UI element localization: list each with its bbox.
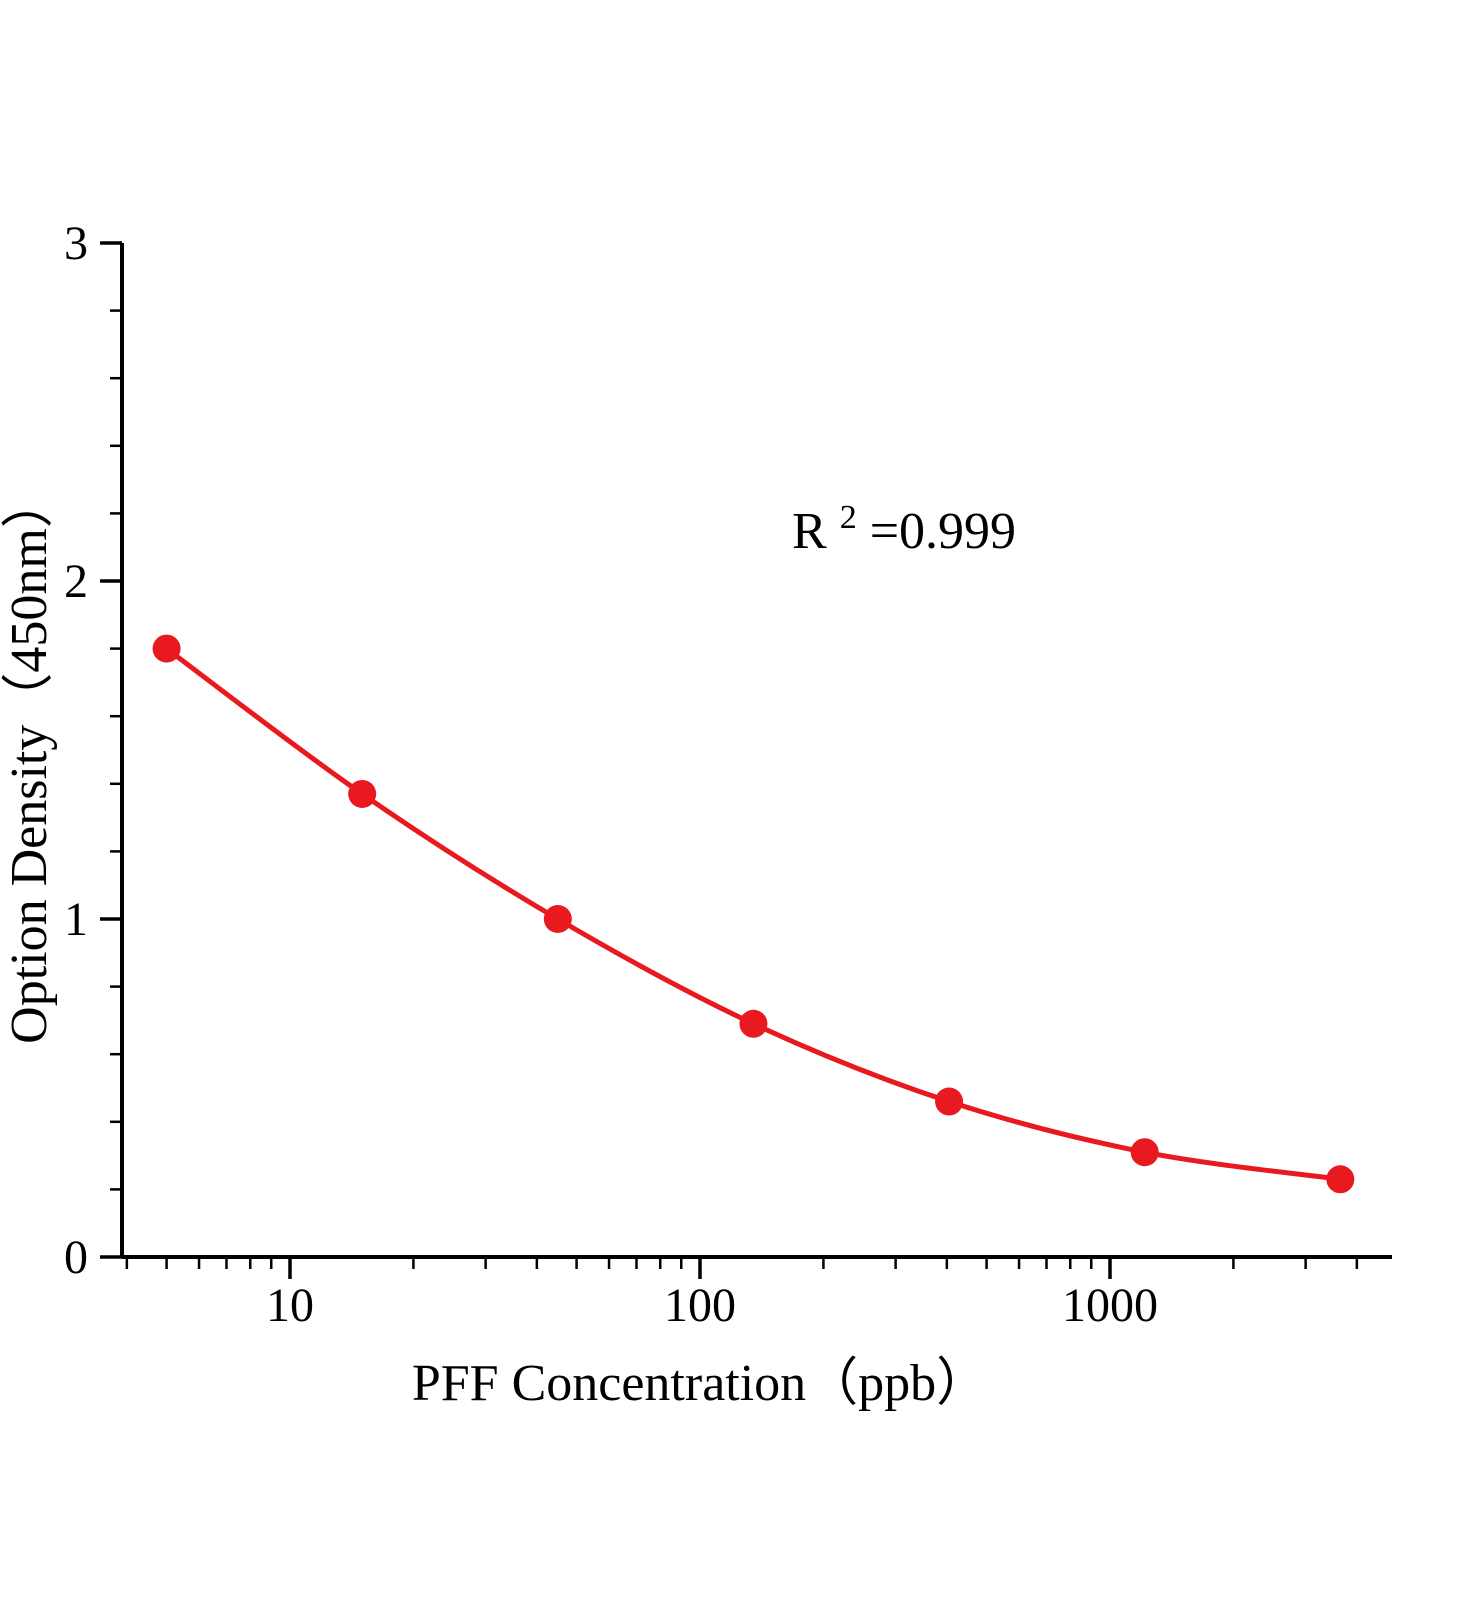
annotation-base: R <box>792 503 827 560</box>
data-point-marker <box>1326 1165 1355 1194</box>
y-tick-label: 1 <box>64 893 88 946</box>
axes-layer: 10 100 1000 0 1 2 3 <box>64 217 1392 1332</box>
data-point-marker <box>739 1009 768 1038</box>
data-point-marker <box>152 634 181 663</box>
standard-curve-line <box>165 646 1341 1182</box>
x-tick-label: 10 <box>266 1279 314 1332</box>
r-squared-annotation: R 2 =0.999 <box>792 483 1016 560</box>
data-point-marker <box>1130 1138 1159 1167</box>
y-tick-label: 0 <box>64 1231 88 1284</box>
data-point-marker <box>348 779 377 808</box>
y-axis-title: Option Density（450nm） <box>1 476 58 1044</box>
x-tick-label: 100 <box>664 1279 736 1332</box>
y-tick-label: 2 <box>64 555 88 608</box>
annotation-value: =0.999 <box>870 503 1016 560</box>
annotation-superscript: 2 <box>840 499 857 536</box>
x-tick-label: 1000 <box>1062 1279 1158 1332</box>
data-point-marker <box>935 1087 964 1116</box>
y-tick-label: 3 <box>64 217 88 270</box>
data-series-layer <box>152 634 1355 1194</box>
x-axis-title: PFF Concentration（ppb） <box>412 1355 988 1412</box>
data-point-marker <box>543 905 572 933</box>
